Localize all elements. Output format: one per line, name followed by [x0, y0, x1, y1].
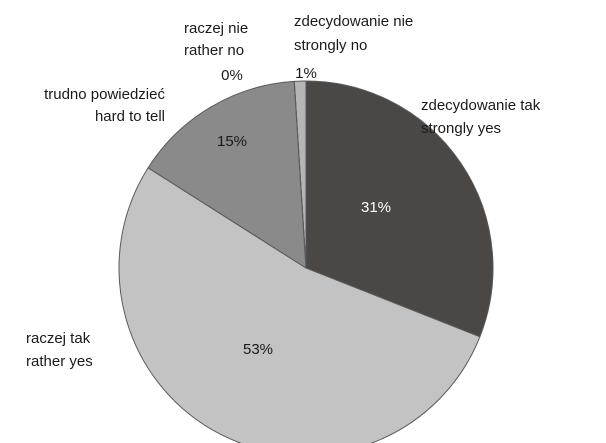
pie-slice-hard-to-tell [147, 80, 307, 269]
slice-label-hard-to-tell-pl: trudno powiedzieć [44, 86, 165, 103]
pie-slice-strongly-yes [305, 80, 494, 338]
slice-value-strongly-no: 1% [295, 65, 317, 82]
slice-value-rather-no: 0% [221, 67, 243, 84]
slice-label-strongly-no-pl: zdecydowanie nie [294, 13, 413, 30]
pie-slices [118, 80, 494, 443]
slice-label-strongly-yes-en: strongly yes [421, 120, 501, 137]
slice-label-strongly-yes-pl: zdecydowanie tak [421, 97, 541, 114]
slice-label-strongly-no-en: strongly no [294, 37, 367, 54]
slice-value-strongly-yes: 31% [361, 199, 391, 216]
pie-slice-rather-no [293, 81, 307, 269]
slice-label-hard-to-tell-en: hard to tell [95, 108, 165, 125]
slice-value-hard-to-tell: 15% [217, 133, 247, 150]
slice-value-rather-yes: 53% [243, 341, 273, 358]
slice-label-rather-no-en: rather no [184, 42, 244, 59]
pie-slice-rather-yes [118, 167, 481, 443]
slice-label-rather-yes-pl: raczej tak [26, 330, 91, 347]
slice-label-rather-yes-en: rather yes [26, 353, 93, 370]
slice-label-rather-no-pl: raczej nie [184, 20, 248, 37]
